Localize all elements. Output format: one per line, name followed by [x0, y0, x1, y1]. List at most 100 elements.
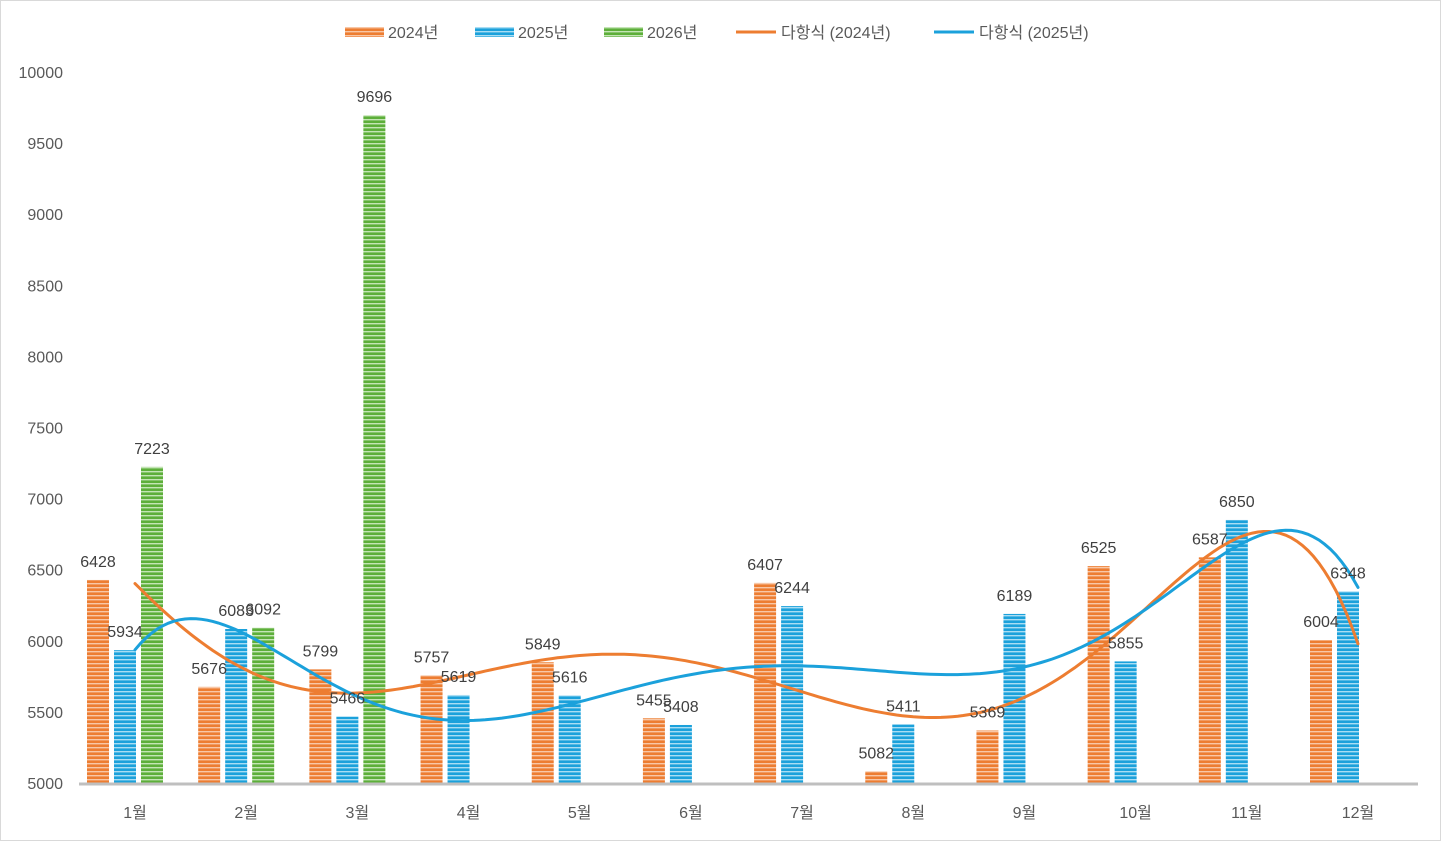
data-label: 9696 [357, 89, 393, 106]
bar-2024년-5월 [531, 662, 554, 783]
data-label: 5616 [552, 669, 588, 686]
data-label: 7223 [134, 441, 170, 458]
y-tick-label: 8000 [27, 349, 63, 366]
data-label: 6348 [1330, 565, 1366, 582]
bar-2024년-2월 [198, 686, 221, 783]
legend-item: 2024년 [345, 24, 438, 42]
data-label: 5455 [636, 692, 672, 709]
data-label: 5676 [191, 661, 227, 678]
x-tick-label: 5월 [568, 804, 592, 822]
bar-2024년-8월 [865, 771, 888, 783]
legend-label: 2026년 [647, 24, 697, 42]
data-label: 6407 [747, 557, 783, 574]
data-labels: 6428 5676 5799 5757 5849 5455 6407 5082 5369 6525… [80, 89, 1366, 762]
legend-item: 2025년 [475, 24, 568, 42]
bar-2025년-11월 [1225, 519, 1248, 783]
bar-2025년-2월 [225, 628, 248, 783]
legend-label: 2024년 [388, 24, 438, 42]
data-label: 5082 [858, 745, 894, 762]
data-label: 6083 [218, 603, 254, 620]
bar-2025년-12월 [1337, 591, 1359, 783]
y-tick-label: 5500 [27, 705, 63, 722]
bar-2024년-7월 [754, 582, 777, 783]
legend-swatch-2025년 [475, 27, 514, 37]
bar-2025년-10월 [1114, 661, 1137, 783]
x-axis: 1월 2월 3월 4월 5월 6월 7월 8월 9월 10월 11월 12월 [123, 804, 1374, 822]
bar-2024년-12월 [1310, 640, 1332, 783]
bars [87, 115, 1359, 783]
bar-2024년-9월 [976, 730, 999, 783]
x-tick-label: 6월 [679, 804, 703, 822]
bar-2025년-6월 [669, 724, 692, 783]
y-tick-label: 7500 [27, 421, 63, 438]
data-label: 6428 [80, 554, 116, 571]
x-tick-label: 9월 [1013, 804, 1037, 822]
data-label: 5855 [1108, 635, 1144, 652]
data-label: 6189 [997, 588, 1033, 605]
y-tick-label: 5000 [27, 776, 63, 793]
legend-label: 다항식 (2025년) [979, 24, 1089, 42]
bar-2024년-10월 [1087, 566, 1110, 783]
y-tick-label: 10000 [19, 65, 64, 82]
x-tick-label: 2월 [234, 804, 258, 822]
data-label: 5411 [886, 699, 921, 716]
data-label: 5466 [330, 691, 366, 708]
data-label: 5799 [303, 643, 339, 660]
legend-item: 다항식 (2024년) [736, 24, 891, 42]
data-label: 5934 [107, 624, 143, 641]
bar-2025년-5월 [558, 695, 581, 783]
y-tick-label: 6000 [27, 634, 63, 651]
bar-2025년-3월 [336, 716, 359, 783]
data-label: 6244 [774, 580, 810, 597]
bar-2026년-3월 [363, 115, 386, 783]
data-label: 5757 [414, 649, 450, 666]
legend-item: 다항식 (2025년) [934, 24, 1089, 42]
bar-2024년-1월 [87, 579, 109, 783]
x-tick-label: 10월 [1119, 804, 1152, 822]
bar-2024년-6월 [642, 718, 665, 783]
bar-2025년-7월 [781, 606, 804, 783]
bar-2025년-9월 [1003, 613, 1026, 783]
y-tick-label: 9000 [27, 207, 63, 224]
bar-2024년-11월 [1198, 557, 1221, 783]
data-label: 6850 [1219, 494, 1255, 511]
legend-label: 다항식 (2024년) [781, 24, 891, 42]
bar-2025년-1월 [114, 650, 136, 783]
data-label: 5369 [970, 705, 1006, 722]
x-tick-label: 3월 [346, 804, 370, 822]
legend-swatch-2026년 [604, 27, 643, 37]
y-tick-label: 7000 [27, 492, 63, 509]
legend: 2024년 2025년 2026년 다항식 (2024년) 다항식 (2025년) [345, 24, 1089, 42]
legend-label: 2025년 [518, 24, 568, 42]
data-label: 6004 [1303, 614, 1339, 631]
data-label: 5849 [525, 636, 561, 653]
x-tick-label: 4월 [457, 804, 481, 822]
data-label: 6092 [245, 602, 281, 619]
legend-swatch-2024년 [345, 27, 384, 37]
bar-2025년-4월 [447, 694, 470, 783]
y-axis: 5000 5500 6000 6500 7000 7500 8000 8500 9000 9500… [19, 65, 64, 793]
data-label: 5619 [441, 669, 477, 686]
data-label: 6587 [1192, 531, 1228, 548]
trendlines [133, 528, 1360, 723]
trendline-2024년 [133, 530, 1360, 719]
bar-2026년-2월 [252, 627, 275, 783]
trendline-2025년 [133, 528, 1360, 723]
x-tick-label: 12월 [1342, 804, 1375, 822]
y-tick-label: 9500 [27, 136, 63, 153]
x-tick-label: 7월 [790, 804, 814, 822]
data-label: 5408 [663, 699, 699, 716]
x-tick-label: 8월 [901, 804, 925, 822]
bar-2026년-1월 [141, 466, 163, 783]
x-tick-label: 11월 [1231, 804, 1262, 822]
bar-2024년-4월 [420, 675, 443, 783]
y-tick-label: 6500 [27, 563, 63, 580]
data-label: 6525 [1081, 540, 1117, 557]
y-tick-label: 8500 [27, 278, 63, 295]
bar-2024년-3월 [309, 669, 332, 783]
legend-item: 2026년 [604, 24, 697, 42]
bar-2025년-8월 [892, 724, 915, 783]
x-tick-label: 1월 [123, 804, 147, 822]
